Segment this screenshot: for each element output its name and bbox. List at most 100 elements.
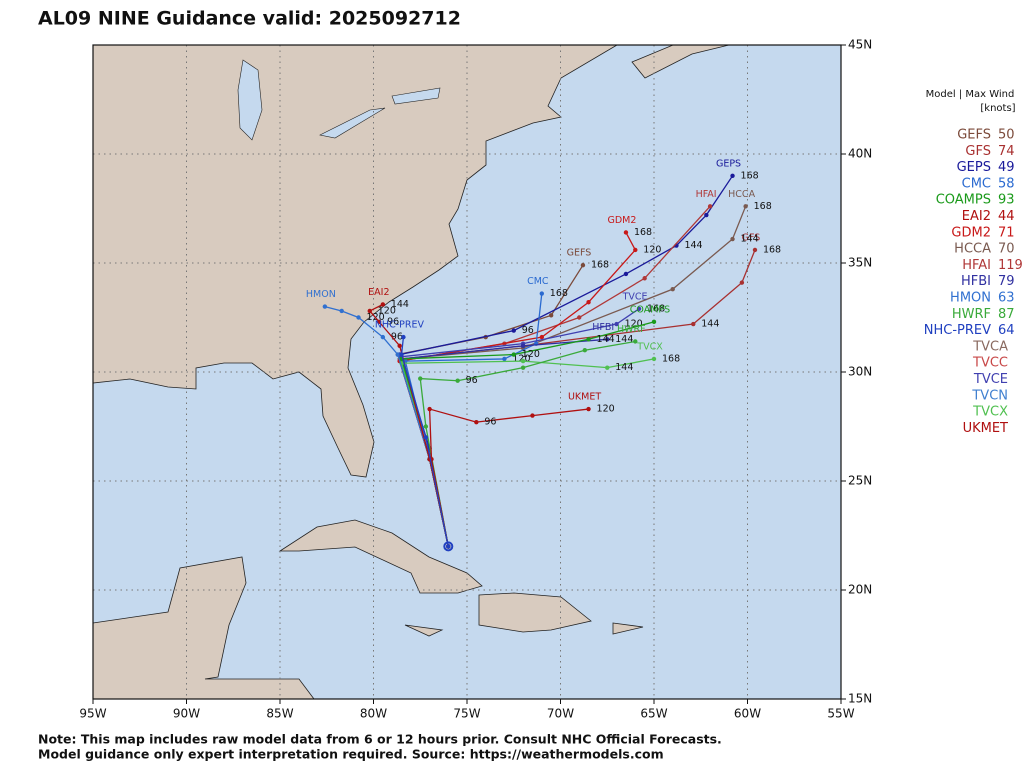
track-model-tag: HMON: [306, 289, 336, 300]
lon-tick-label: 90W: [173, 707, 200, 721]
track-point: [539, 334, 544, 340]
track-point: [418, 376, 423, 381]
lat-tick-label: 25N: [848, 474, 872, 488]
legend-model: CMC: [962, 176, 991, 191]
legend-model: TVCE: [973, 372, 1008, 387]
legend: Model | Max Wind [knots] GEFS 50 GFS 74 GEPS…: [924, 89, 1023, 436]
legend-model: TVCX: [972, 405, 1008, 420]
forecast-hour: 96: [522, 325, 534, 336]
track-point: [423, 424, 429, 429]
forecast-hour: 120: [512, 353, 530, 364]
legend-model: COAMPS: [936, 193, 991, 208]
lat-tick-label: 20N: [848, 583, 872, 597]
forecast-hour: 96: [387, 316, 399, 327]
forecast-hour: 168: [662, 353, 680, 364]
track-point: [586, 406, 591, 412]
track-point: [520, 358, 526, 364]
forecast-hour: 144: [701, 319, 719, 330]
track-model-tag: GEPS: [716, 158, 741, 169]
track-model-tag: HCCA: [728, 189, 755, 200]
legend-wind: 87: [998, 307, 1015, 322]
track-point: [539, 291, 544, 296]
track-point: [577, 315, 582, 320]
track-model-tag: NHC-PREV: [375, 320, 425, 331]
legend-wind: 63: [998, 291, 1015, 306]
legend-wind: 44: [998, 209, 1015, 224]
track-point: [691, 321, 696, 327]
lat-tick-label: 35N: [848, 256, 872, 270]
forecast-hour: 96: [391, 332, 403, 343]
legend-model: HMON: [950, 291, 991, 306]
track-point: [651, 319, 657, 325]
track-point: [623, 230, 629, 235]
track-point: [397, 343, 402, 349]
tracks: 168GEFS144168GFS96144168GEPSHFAI144168HC…: [306, 158, 781, 552]
legend-model: TVCA: [972, 339, 1008, 354]
track-model-tag: CMC: [527, 276, 549, 287]
legend-model: HFBI: [961, 274, 991, 289]
forecast-hour: 144: [684, 240, 702, 251]
legend-wind: 71: [998, 225, 1015, 240]
track-point: [520, 343, 526, 349]
track-model-tag: COAMPS: [630, 304, 670, 315]
track-point: [455, 378, 460, 383]
forecast-hour: 96: [466, 375, 478, 386]
track-point: [704, 212, 709, 218]
title: AL09 NINE Guidance valid: 2025092712: [38, 8, 461, 30]
track-point: [474, 419, 479, 425]
legend-model: GEFS: [957, 128, 991, 143]
forecast-hour: 168: [754, 201, 772, 212]
hispaniola: [478, 592, 592, 633]
forecast-hour: 120: [597, 404, 615, 415]
legend-model: HWRF: [952, 307, 991, 322]
legend-model: HCCA: [954, 242, 991, 257]
track-model-tag: GFS: [742, 232, 761, 243]
forecast-hour: 168: [741, 170, 759, 181]
track-point: [502, 356, 507, 362]
lat-tick-label: 30N: [848, 365, 872, 379]
track-model-tag: UKMET: [568, 392, 601, 403]
track-point: [427, 406, 432, 412]
legend-wind: 93: [998, 193, 1015, 208]
legend-model: NHC-PREV: [924, 323, 991, 338]
legend-wind: 79: [998, 274, 1015, 289]
lon-tick-label: 80W: [360, 707, 387, 721]
forecast-hour: 144: [597, 334, 615, 345]
track-point: [322, 304, 328, 309]
track-point: [642, 276, 647, 281]
track-point: [423, 435, 429, 440]
track-point: [730, 236, 735, 242]
track-model-tag: HFBI: [592, 322, 614, 333]
track-point: [376, 319, 382, 325]
track-model-tag: HFAI: [696, 189, 717, 200]
track-point: [633, 339, 638, 344]
track-point: [739, 280, 745, 285]
track-model-tag: GDM2: [607, 215, 636, 226]
legend-wind: 49: [998, 160, 1015, 175]
track-point: [586, 300, 591, 305]
legend-header: Model | Max Wind: [926, 89, 1015, 100]
forecast-hour: 168: [550, 288, 568, 299]
forecast-hour: 144: [741, 234, 759, 245]
legend-unit: [knots]: [980, 103, 1015, 114]
track-model-tag: TVCX: [636, 341, 663, 352]
lon-tick-label: 55W: [827, 707, 854, 721]
track-point: [511, 352, 516, 357]
legend-model: GFS: [965, 144, 991, 159]
track-point: [380, 302, 386, 307]
start-position: [443, 541, 454, 552]
lon-tick-label: 70W: [547, 707, 574, 721]
track-model-tag: TVCE: [622, 291, 648, 302]
lon-tick-label: 65W: [640, 707, 667, 721]
legend-wind: 50: [998, 128, 1015, 143]
note-line: Model guidance only expert interpretatio…: [38, 747, 664, 762]
forecast-hour: 168: [634, 227, 652, 238]
track-point: [399, 352, 404, 357]
track-point: [339, 308, 344, 314]
track-line: [400, 337, 449, 547]
north-america: [92, 44, 619, 478]
legend-model: UKMET: [963, 421, 1008, 436]
forecast-hour: 144: [615, 334, 633, 345]
track-point: [670, 286, 675, 292]
